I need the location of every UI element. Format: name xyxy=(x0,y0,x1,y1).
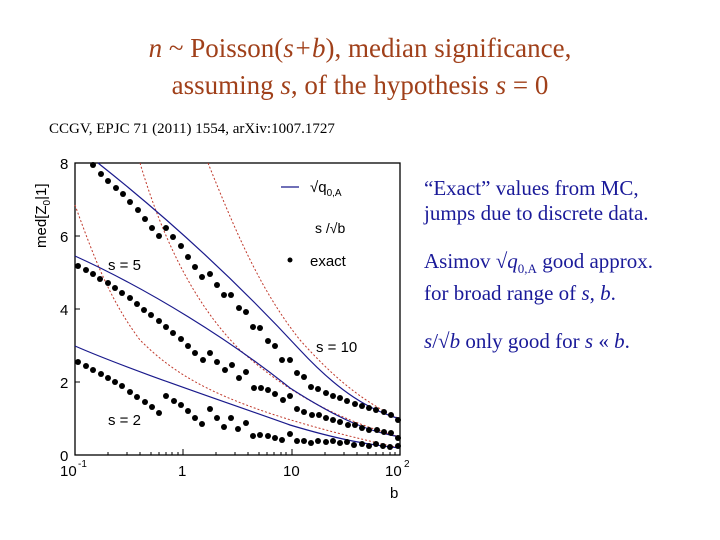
notes-panel: “Exact” values from MC, jumps due to disc… xyxy=(424,176,714,377)
svg-text:2: 2 xyxy=(60,375,68,392)
note-s: s xyxy=(584,329,594,354)
svg-text:√q0,A: √q0,A xyxy=(310,179,342,199)
note-text: . xyxy=(624,329,630,354)
plot-area: 864 20 10 -1 1 10 10 2 b med[Z0|1] xyxy=(33,156,410,502)
svg-text:s = 10: s = 10 xyxy=(316,339,357,356)
svg-text:s /√b: s /√b xyxy=(315,220,345,236)
svg-text:6: 6 xyxy=(60,229,68,246)
s-over-sqrtb-curves xyxy=(74,162,401,449)
note-s: s xyxy=(424,329,433,354)
svg-text:8: 8 xyxy=(60,156,68,173)
significance-chart: 864 20 10 -1 1 10 10 2 b med[Z0|1] xyxy=(33,156,410,502)
svg-text:10: 10 xyxy=(283,463,300,480)
note-asimov: Asimov √q0,A good approx. for broad range… xyxy=(424,249,714,306)
svg-text:s = 5: s = 5 xyxy=(108,257,141,274)
x-axis-label: b xyxy=(390,485,398,502)
title-text: ), median significance, xyxy=(325,33,572,63)
note-b: b xyxy=(449,329,461,354)
note-q: q xyxy=(507,249,518,273)
title-line-2: assuming s, of the hypothesis s = 0 xyxy=(0,67,720,104)
title-n: n xyxy=(148,33,163,63)
svg-text:exact: exact xyxy=(310,253,347,270)
note-text: /√ xyxy=(432,329,450,354)
note-text: good approx. xyxy=(536,249,654,273)
note-text: “Exact” values from MC, xyxy=(424,176,639,200)
title-text: , of the hypothesis xyxy=(290,70,496,100)
note-text: Asimov √ xyxy=(424,249,508,273)
svg-text:2: 2 xyxy=(404,459,410,470)
title-sb: s+b xyxy=(283,33,326,63)
curve-labels: s = 5 s = 10 s = 2 xyxy=(108,257,357,429)
note-sub: 0,A xyxy=(517,261,537,277)
svg-text:4: 4 xyxy=(60,302,68,319)
note-s: s xyxy=(581,281,590,306)
note-b: b xyxy=(600,281,611,306)
note-text: jumps due to discrete data. xyxy=(424,201,649,225)
y-axis-label: med[Z0|1] xyxy=(33,184,53,248)
slide-title: n ~ Poisson(s+b), median significance, a… xyxy=(0,30,720,104)
x-tick-labels: 10 -1 1 10 10 2 xyxy=(60,459,410,480)
title-line-1: n ~ Poisson(s+b), median significance, xyxy=(0,30,720,67)
svg-text:10: 10 xyxy=(385,463,402,480)
note-text: « xyxy=(593,329,615,354)
title-s: s xyxy=(280,70,291,100)
note-b: b xyxy=(614,329,625,354)
exact-points xyxy=(75,162,401,450)
svg-text:0: 0 xyxy=(60,448,68,465)
note-text: only good for xyxy=(460,329,585,354)
note-text: , xyxy=(589,281,601,306)
svg-text:s = 2: s = 2 xyxy=(108,412,141,429)
note-text: for broad range of xyxy=(424,281,582,306)
note-exact: “Exact” values from MC, jumps due to disc… xyxy=(424,176,714,226)
note-s-over-sqrtb: s/√b only good for s « b. xyxy=(424,329,714,354)
title-text: = 0 xyxy=(506,70,549,100)
title-text: ~ Poisson( xyxy=(162,33,284,63)
svg-text:10: 10 xyxy=(60,463,77,480)
title-text: assuming xyxy=(171,70,281,100)
svg-text:1: 1 xyxy=(178,463,186,480)
note-text: . xyxy=(610,281,616,306)
y-tick-labels: 8 6 4 2 0 xyxy=(60,156,68,465)
citation: CCGV, EPJC 71 (2011) 1554, arXiv:1007.17… xyxy=(49,121,335,137)
svg-text:-1: -1 xyxy=(78,459,87,470)
title-s: s xyxy=(495,70,507,100)
legend: √q0,A s /√b exact xyxy=(281,179,347,270)
